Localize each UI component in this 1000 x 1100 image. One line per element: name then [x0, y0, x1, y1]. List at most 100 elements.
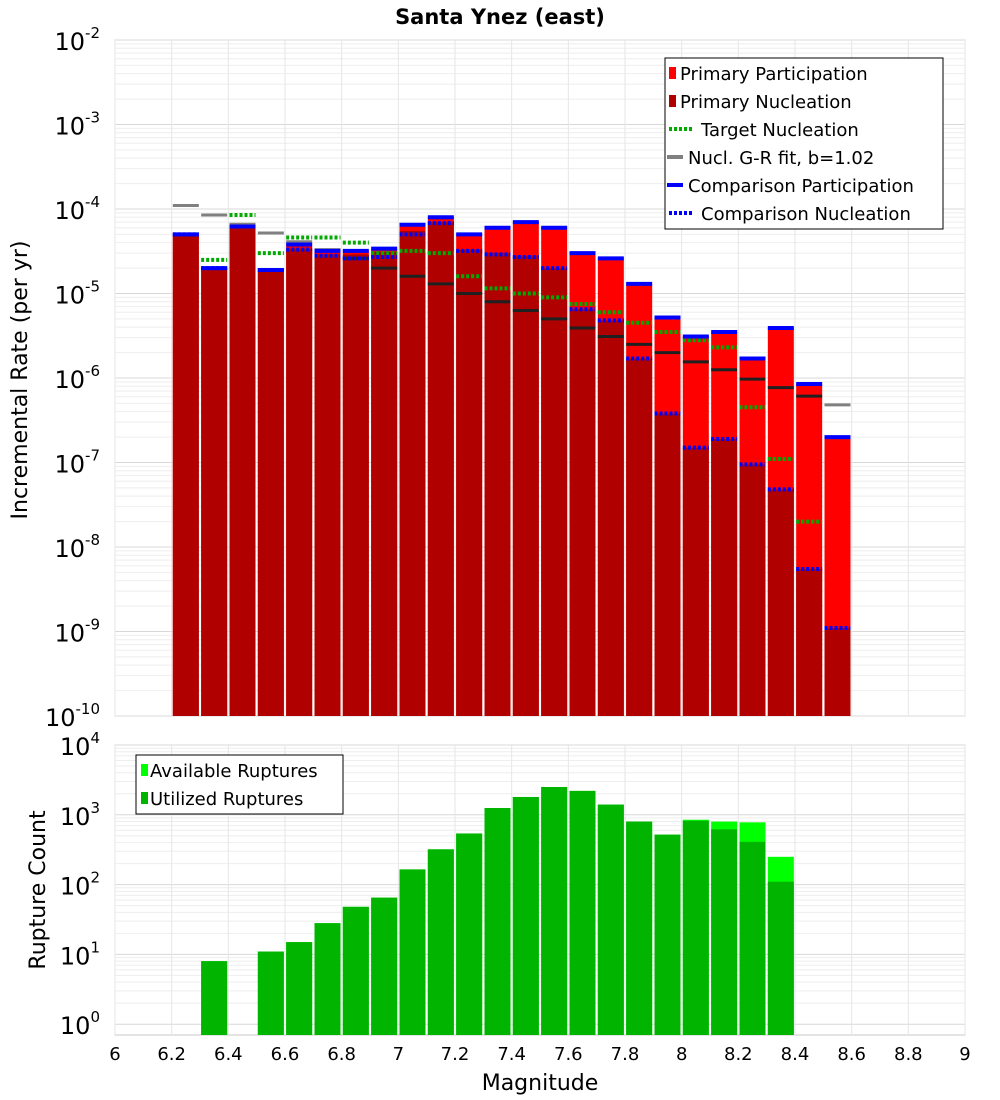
bottom-y-axis-label: Rupture Count: [26, 810, 51, 970]
bottom-y-ticks: 100 101 102 103 104: [60, 729, 100, 1040]
nucleation-bar: [654, 413, 681, 716]
legend-swatch-primary-participation: [669, 67, 676, 79]
top-markers: [172, 204, 851, 631]
x-tick-label: 6: [109, 1044, 120, 1065]
nucleation-bar: [597, 320, 624, 716]
legend-label-target-nucleation: Target Nucleation: [700, 120, 859, 141]
utilized-ruptures-bar: [739, 841, 766, 1035]
x-tick-label: 8.8: [894, 1044, 923, 1065]
top-y-axis-label: Incremental Rate (per yr): [8, 241, 33, 520]
utilized-ruptures-bar: [314, 923, 341, 1035]
utilized-ruptures-bar: [512, 796, 539, 1035]
nucleation-bar: [342, 254, 369, 716]
top-legend-box: [664, 57, 944, 230]
top-legend: Primary Participation Primary Nucleation…: [664, 57, 944, 230]
utilized-ruptures-bar: [201, 961, 228, 1035]
y-tick-label: 10-5: [54, 278, 100, 310]
utilized-ruptures-bar: [626, 821, 653, 1035]
nucleation-bar: [541, 268, 568, 716]
legend-swatch-utilized-ruptures: [141, 792, 148, 804]
nucleation-bar: [767, 489, 794, 716]
x-tick-label: 7.6: [554, 1044, 583, 1065]
utilized-ruptures-bar: [484, 808, 511, 1035]
utilized-ruptures-bar: [569, 790, 596, 1035]
utilized-ruptures-bar: [711, 829, 738, 1035]
legend-label-utilized-ruptures: Utilized Ruptures: [150, 789, 303, 810]
y-tick-label: 102: [60, 869, 100, 901]
y-tick-label: 10-6: [54, 362, 100, 394]
legend-label-primary-nucleation: Primary Nucleation: [680, 92, 852, 113]
utilized-ruptures-bar: [654, 834, 681, 1035]
utilized-ruptures-bar: [427, 849, 454, 1035]
x-tick-label: 6.8: [327, 1044, 356, 1065]
legend-swatch-primary-nucleation: [669, 95, 676, 107]
x-tick-label: 6.6: [271, 1044, 300, 1065]
nucleation-bar: [824, 628, 851, 716]
x-tick-label: 8.2: [724, 1044, 753, 1065]
x-tick-label: 8.6: [837, 1044, 866, 1065]
utilized-ruptures-bar: [456, 833, 483, 1035]
legend-label-comparison-participation: Comparison Participation: [688, 176, 914, 197]
legend-label-gr-fit: Nucl. G-R fit, b=1.02: [688, 148, 874, 169]
utilized-ruptures-bar: [541, 787, 568, 1035]
nucleation-bar: [739, 464, 766, 716]
top-y-ticks: 10-10 10-9 10-8 10-7 10-6 10-5 10-4 10-3 10-2: [45, 24, 100, 732]
nucleation-bar: [682, 447, 709, 716]
y-tick-label: 103: [60, 799, 100, 831]
utilized-ruptures-bar: [399, 869, 426, 1035]
x-ticks: 6 6.2 6.4 6.6 6.8 7 7.2 7.4 7.6 7.8 8 8.2 8.4 8.6 8.8 9: [109, 1044, 970, 1065]
x-tick-label: 7.4: [497, 1044, 526, 1065]
y-tick-label: 10-8: [54, 531, 100, 563]
x-tick-label: 7.8: [611, 1044, 640, 1065]
utilized-ruptures-bar: [342, 906, 369, 1035]
top-bars: [172, 217, 851, 717]
nucleation-bar: [286, 248, 313, 716]
legend-label-primary-participation: Primary Participation: [680, 64, 868, 85]
bottom-legend-box: [135, 754, 344, 815]
y-tick-label: 104: [60, 729, 100, 761]
x-tick-label: 8: [676, 1044, 687, 1065]
chart-title: Santa Ynez (east): [395, 5, 605, 29]
y-tick-label: 10-7: [54, 447, 100, 479]
utilized-ruptures-bar: [682, 820, 709, 1035]
y-tick-label: 10-9: [54, 616, 100, 648]
x-tick-label: 8.4: [781, 1044, 810, 1065]
bottom-gridlines: [114, 744, 966, 1035]
nucleation-bar: [371, 251, 398, 717]
nucleation-bar: [257, 269, 284, 716]
x-axis-label: Magnitude: [482, 1071, 599, 1096]
x-tick-label: 7: [393, 1044, 404, 1065]
legend-label-available-ruptures: Available Ruptures: [150, 761, 318, 782]
utilized-ruptures-bar: [257, 951, 284, 1035]
x-tick-label: 6.4: [214, 1044, 243, 1065]
utilized-ruptures-bar: [371, 897, 398, 1035]
legend-label-comparison-nucleation: Comparison Nucleation: [701, 204, 911, 225]
y-tick-label: 10-10: [45, 700, 100, 732]
nucleation-bar: [796, 568, 823, 716]
y-tick-label: 10-2: [54, 24, 100, 56]
nucleation-bar: [456, 249, 483, 716]
nucleation-bar: [512, 255, 539, 716]
utilized-ruptures-bar: [597, 804, 624, 1035]
y-tick-label: 101: [60, 938, 100, 970]
utilized-ruptures-bar: [767, 881, 794, 1035]
y-tick-label: 10-4: [54, 193, 100, 225]
bottom-bars: [201, 787, 794, 1035]
nucleation-bar: [201, 268, 228, 716]
legend-swatch-available-ruptures: [141, 764, 148, 776]
utilized-ruptures-bar: [286, 942, 313, 1035]
nucleation-bar: [229, 226, 256, 716]
nucleation-bar: [399, 230, 426, 717]
nucleation-bar: [626, 358, 653, 716]
y-tick-label: 10-3: [54, 109, 100, 141]
y-tick-label: 100: [60, 1008, 100, 1040]
nucleation-bar: [484, 253, 511, 716]
nucleation-bar: [314, 254, 341, 716]
nucleation-bar: [569, 309, 596, 716]
bottom-legend: Available Ruptures Utilized Ruptures: [135, 754, 344, 815]
x-tick-label: 7.2: [441, 1044, 470, 1065]
nucleation-bar: [711, 438, 738, 716]
x-tick-label: 6.2: [157, 1044, 186, 1065]
nucleation-bar: [172, 234, 199, 717]
